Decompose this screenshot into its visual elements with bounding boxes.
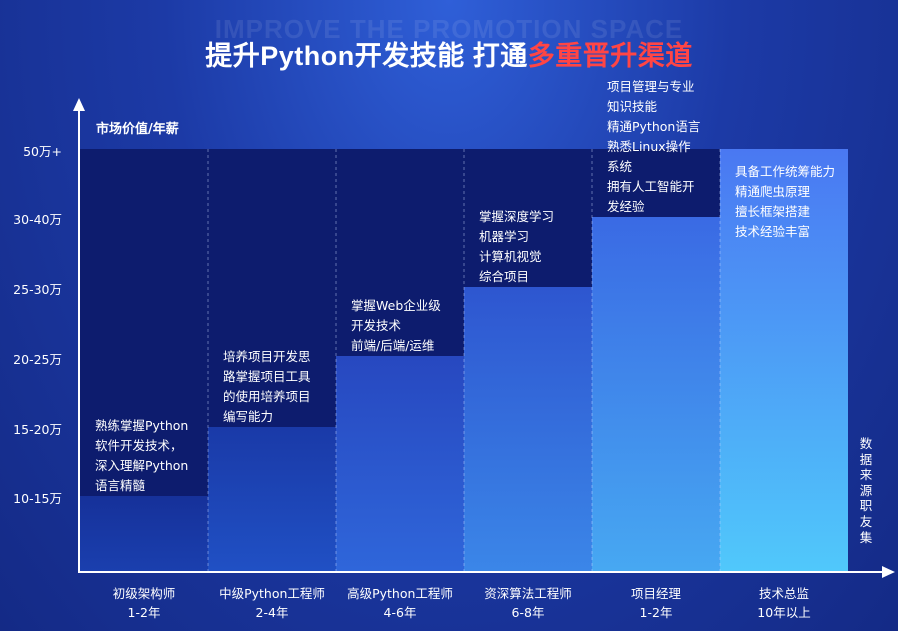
bar-background-2	[208, 149, 336, 427]
x-tick-role: 高级Python工程师	[347, 586, 453, 601]
x-tick-role: 中级Python工程师	[219, 586, 325, 601]
y-axis-title: 市场价值/年薪	[96, 122, 179, 137]
y-axis-line	[78, 108, 80, 572]
x-tick-years: 1-2年	[639, 605, 673, 620]
bar-6	[720, 149, 848, 571]
bar-description-2: 培养项目开发思路掌握项目工具的使用培养项目编写能力	[223, 349, 311, 424]
y-tick-label: 50万+	[23, 144, 62, 159]
x-tick-role: 项目经理	[630, 586, 681, 601]
x-tick-years: 6-8年	[511, 605, 545, 620]
y-tick-label: 30-40万	[13, 212, 62, 227]
y-tick-label: 10-15万	[13, 491, 62, 506]
bar-description-4: 掌握深度学习机器学习计算机视觉综合项目	[479, 209, 554, 284]
x-tick-label: 中级Python工程师 2-4年	[208, 584, 336, 622]
x-tick-role: 初级架构师	[112, 586, 176, 601]
x-tick-label: 资深算法工程师 6-8年	[464, 584, 592, 622]
bar-background-4	[464, 149, 592, 287]
x-tick-label: 初级架构师 1-2年	[80, 584, 208, 622]
bar-description-1: 熟练掌握Python 软件开发技术，深入理解Python 语言精髓	[95, 418, 188, 493]
bar-background-5	[592, 149, 720, 217]
page-title: 提升Python开发技能 打通多重晋升渠道	[0, 34, 898, 73]
y-tick-label: 25-30万	[13, 282, 62, 297]
y-tick-label: 20-25万	[13, 352, 62, 367]
bar-4	[464, 287, 592, 571]
source-note: 数据来源 职友集	[859, 436, 873, 545]
x-tick-years: 4-6年	[383, 605, 417, 620]
x-tick-label: 项目经理 1-2年	[592, 584, 720, 622]
bar-description-5: 项目管理与专业知识技能精通Python语言熟悉Linux操作系统拥有人工智能开发…	[607, 79, 700, 214]
bar-description-6: 具备工作统筹能力精通爬虫原理擅长框架搭建技术经验丰富	[735, 164, 835, 239]
title-highlight-text: 多重晋升渠道	[527, 41, 693, 71]
bar-description-3: 掌握Web企业级开发技术前端/后端/运维	[351, 298, 441, 353]
x-tick-label: 技术总监 10年以上	[720, 584, 848, 622]
x-tick-role: 技术总监	[758, 586, 809, 601]
bar-background-3	[336, 149, 464, 356]
bar-2	[208, 427, 336, 571]
y-tick-label: 15-20万	[13, 422, 62, 437]
x-tick-years: 1-2年	[127, 605, 161, 620]
background-watermark: IMPROVE THE PROMOTION SPACE	[214, 14, 684, 44]
x-tick-role: 资深算法工程师	[484, 586, 572, 601]
bar-background-1	[80, 149, 208, 496]
x-axis-line	[78, 571, 886, 573]
x-tick-years: 10年以上	[757, 605, 811, 620]
bar-5	[592, 217, 720, 571]
x-tick-years: 2-4年	[255, 605, 289, 620]
title-main-text: 提升Python开发技能 打通	[205, 41, 528, 71]
bar-1	[80, 496, 208, 571]
bar-3	[336, 356, 464, 571]
x-tick-label: 高级Python工程师 4-6年	[336, 584, 464, 622]
